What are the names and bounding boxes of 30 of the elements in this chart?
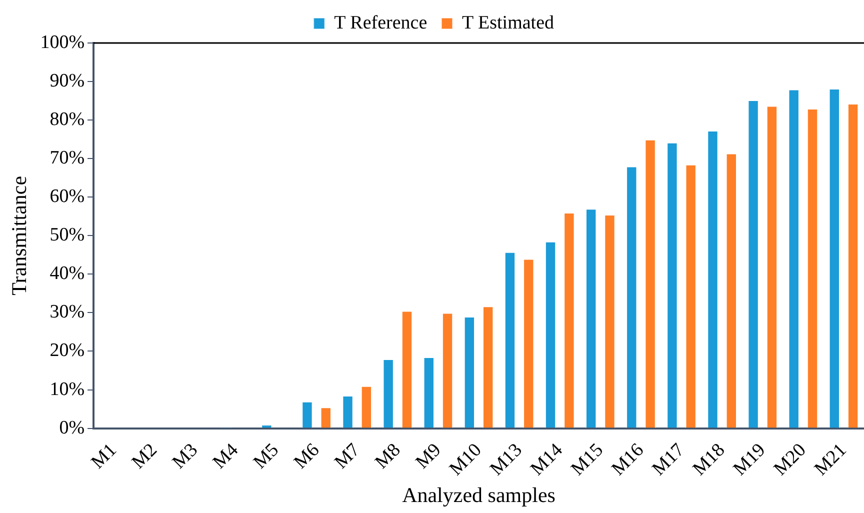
y-tick-label: 10% — [50, 378, 85, 400]
x-tick-label: M18 — [688, 440, 730, 480]
x-axis-title: Analyzed samples — [402, 482, 556, 507]
y-tick-label: 80% — [50, 109, 85, 130]
y-tick-label: 70% — [50, 148, 85, 169]
y-tick-label: 30% — [50, 302, 85, 323]
y-tick-label: 40% — [50, 263, 85, 284]
x-tick-label: M13 — [486, 440, 526, 480]
y-tick-label: 20% — [50, 340, 85, 362]
legend-label: T Reference — [334, 12, 428, 34]
y-tick-label: 60% — [50, 186, 85, 208]
x-tick-label: M19 — [729, 440, 770, 480]
x-tick-label: M5 — [250, 440, 284, 474]
x-tick-label: M4 — [208, 439, 243, 474]
x-tick-label: M7 — [330, 440, 364, 474]
x-tick-label: M2 — [128, 440, 162, 474]
y-tick-label: 50% — [50, 224, 85, 246]
x-tick-label: M21 — [810, 440, 851, 480]
legend-label: T Estimated — [462, 12, 554, 34]
x-tick-label: M8 — [371, 440, 405, 474]
y-tick-label: 100% — [40, 32, 85, 53]
x-tick-label: M6 — [290, 440, 324, 474]
y-axis-title: Transmittance — [7, 176, 32, 296]
x-tick-label: M1 — [87, 440, 121, 474]
y-tick-label: 0% — [59, 417, 85, 438]
x-tick-label: M20 — [770, 440, 810, 480]
x-tick-label: M9 — [412, 440, 446, 474]
x-tick-label: M10 — [446, 440, 486, 480]
y-tick-label: 90% — [50, 70, 85, 92]
x-tick-label: M3 — [168, 440, 202, 474]
